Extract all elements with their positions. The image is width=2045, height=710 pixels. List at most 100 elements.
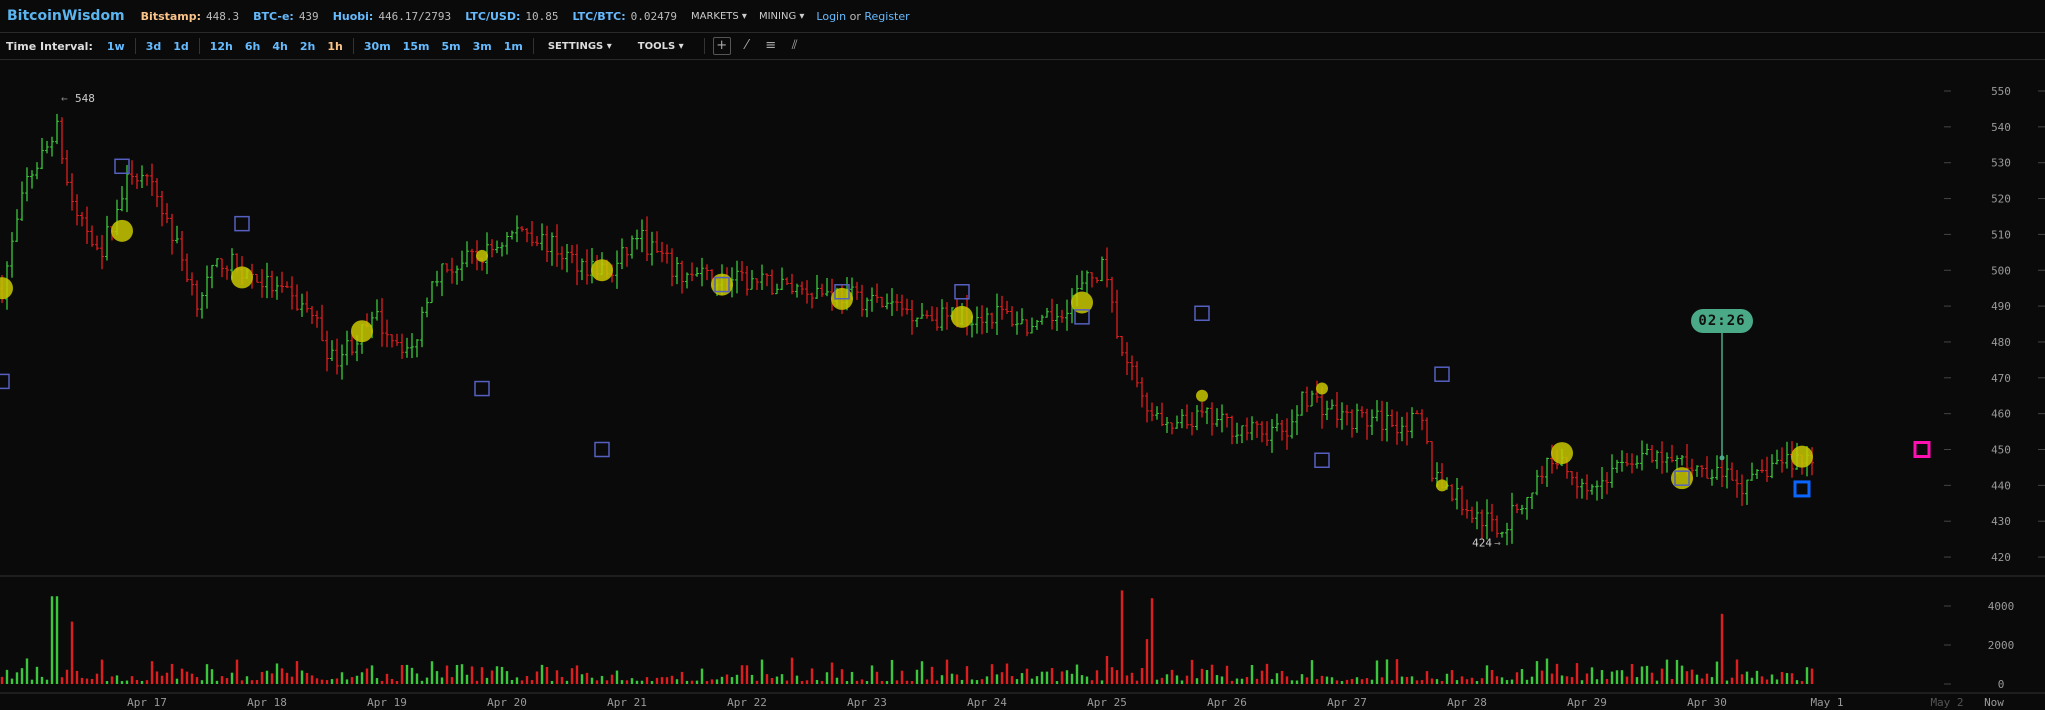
ticker[interactable]: LTC/USD: 10.85 [465,10,558,23]
ticker[interactable]: BTC-e: 439 [253,10,319,23]
volume-bar [1140,668,1144,684]
ticker-label: Huobi: [332,9,374,23]
volume-bar [165,672,169,684]
volume-bar [185,671,189,684]
volume-bar [1205,670,1209,684]
volume-bar [1725,680,1729,684]
volume-bar [715,679,719,684]
prediction-square [1434,366,1450,382]
interval-6h[interactable]: 6h [244,39,261,53]
prediction-square [1314,452,1330,469]
volume-bar [1050,668,1054,684]
tools-menu[interactable]: TOOLS [638,41,684,52]
volume-bar [1655,680,1659,684]
volume-bar [1545,658,1549,684]
volume-bar [1440,680,1444,684]
price-tick-label: 550 [1991,85,2011,98]
crosshair-icon[interactable]: + [712,37,731,55]
volume-bar [360,672,364,684]
interval-5m[interactable]: 5m [441,39,461,53]
volume-bar [970,679,974,684]
volume-bar [975,680,979,684]
interval-15m[interactable]: 15m [402,39,430,53]
volume-bar [950,673,954,684]
mining-menu[interactable]: MINING [759,11,804,22]
volume-bar [1595,679,1599,684]
volume-bar [1115,670,1119,684]
volume-bar [1175,675,1179,684]
volume-bar [1520,668,1524,684]
volume-bar [895,680,899,684]
interval-1m[interactable]: 1m [503,39,523,53]
volume-bar [485,677,489,684]
horizontal-lines-icon[interactable]: ≡ [765,38,777,53]
volume-bar [540,664,544,684]
interval-3m[interactable]: 3m [472,39,492,53]
interval-3d[interactable]: 3d [145,39,162,53]
volume-bar [1000,672,1004,684]
volume-bar [1690,669,1694,684]
volume-bar [690,680,694,684]
volume-bar [820,680,824,684]
divider [352,38,354,54]
date-tick-label: Apr 19 [367,696,407,709]
volume-bar [745,665,749,684]
volume-bar [380,680,384,684]
volume-bar [870,665,874,684]
volume-bar [1420,680,1424,684]
interval-2h[interactable]: 2h [299,39,316,53]
interval-30m[interactable]: 30m [363,39,391,53]
volume-bar [855,680,859,684]
volume-bar [305,672,309,684]
prediction-square [834,284,850,300]
interval-1h[interactable]: 1h [327,39,343,53]
volume-bar [1005,663,1009,684]
volume-bar [365,668,369,684]
ticker[interactable]: Bitstamp: 448.3 [141,10,240,23]
price-tick-label: 540 [1991,121,2011,134]
interval-12h[interactable]: 12h [209,39,233,53]
volume-bar [960,679,964,684]
volume-bar [1070,673,1074,684]
volume-bar [1505,680,1509,684]
login-link[interactable]: Login [816,9,847,23]
ticker-value: 448.3 [206,9,240,23]
settings-menu[interactable]: SETTINGS [548,41,612,52]
volume-bar [435,671,439,684]
ticker[interactable]: LTC/BTC: 0.02479 [572,10,677,23]
interval-1d[interactable]: 1d [173,39,189,53]
volume-bar [1410,676,1414,684]
volume-bar [995,674,999,684]
interval-1w[interactable]: 1w [106,39,125,53]
ticker-value: 446.17/2793 [378,9,452,23]
volume-bar [1030,678,1034,684]
fan-icon[interactable]: ⫽ [791,38,798,53]
register-link[interactable]: Register [864,9,910,23]
logo[interactable]: BitcoinWisdom [7,8,125,24]
volume-bar [1680,665,1684,684]
volume-bar [1025,668,1029,684]
forecast-square [1913,441,1931,458]
volume-bar [1190,659,1194,684]
volume-bar [345,679,349,684]
volume-bar [555,670,559,684]
volume-bar [80,677,84,684]
volume-bar [800,681,804,684]
volume-bar [1305,677,1309,684]
ticker[interactable]: Huobi: 446.17/2793 [333,10,452,23]
prediction-square [1674,470,1690,486]
volume-bar [575,665,579,684]
volume-bar [670,675,674,684]
volume-bar [1600,670,1604,684]
volume-bar [1795,680,1799,684]
prediction-circle [951,305,973,328]
line-icon[interactable]: ⁄ [745,38,748,53]
markets-menu[interactable]: MARKETS [691,11,747,22]
volume-bar [480,667,484,684]
volume-bar [875,671,879,684]
volume-bar [1515,672,1519,684]
interval-4h[interactable]: 4h [272,39,288,53]
time-interval-label: Time Interval: [6,39,93,53]
prediction-square [234,215,250,232]
